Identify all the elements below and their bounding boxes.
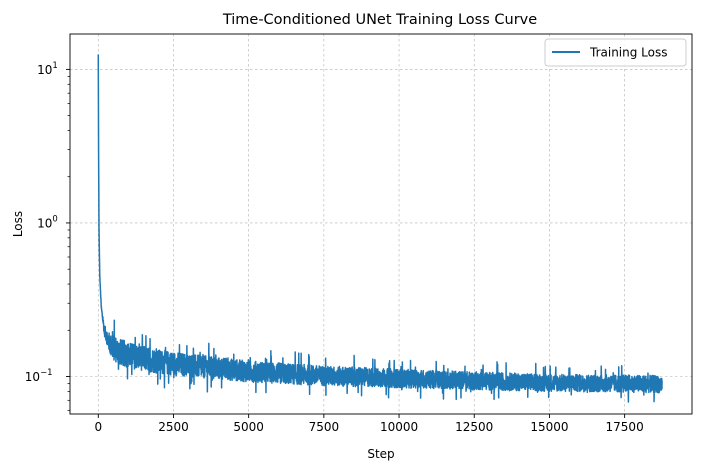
- x-tick-label: 10000: [380, 420, 418, 434]
- x-tick-label: 17500: [606, 420, 644, 434]
- plot-area: [97, 54, 663, 403]
- ticks: 0 2500 5000 7500 10000 12500 15000 17500 10−1 100…: [25, 61, 644, 434]
- x-tick-label: 15000: [530, 420, 568, 434]
- legend-box: [544, 38, 687, 67]
- legend: Training Loss: [544, 38, 687, 67]
- x-tick-label: 12500: [455, 420, 493, 434]
- legend-label-training-loss: Training Loss: [589, 46, 667, 60]
- y-tick-label: 100: [37, 214, 58, 230]
- y-tick-label: 10−1: [25, 368, 53, 384]
- y-tick-label: 101: [37, 61, 58, 77]
- chart-title: Time-Conditioned UNet Training Loss Curv…: [222, 12, 537, 28]
- x-tick-label: 5000: [233, 420, 264, 434]
- x-tick-label: 0: [94, 420, 102, 434]
- x-tick-label: 7500: [309, 420, 340, 434]
- x-tick-label: 2500: [158, 420, 189, 434]
- x-axis-label: Step: [367, 447, 394, 461]
- y-axis-label: Loss: [11, 211, 25, 237]
- series-line-training-loss: [97, 54, 663, 403]
- axes-frame: [69, 33, 693, 415]
